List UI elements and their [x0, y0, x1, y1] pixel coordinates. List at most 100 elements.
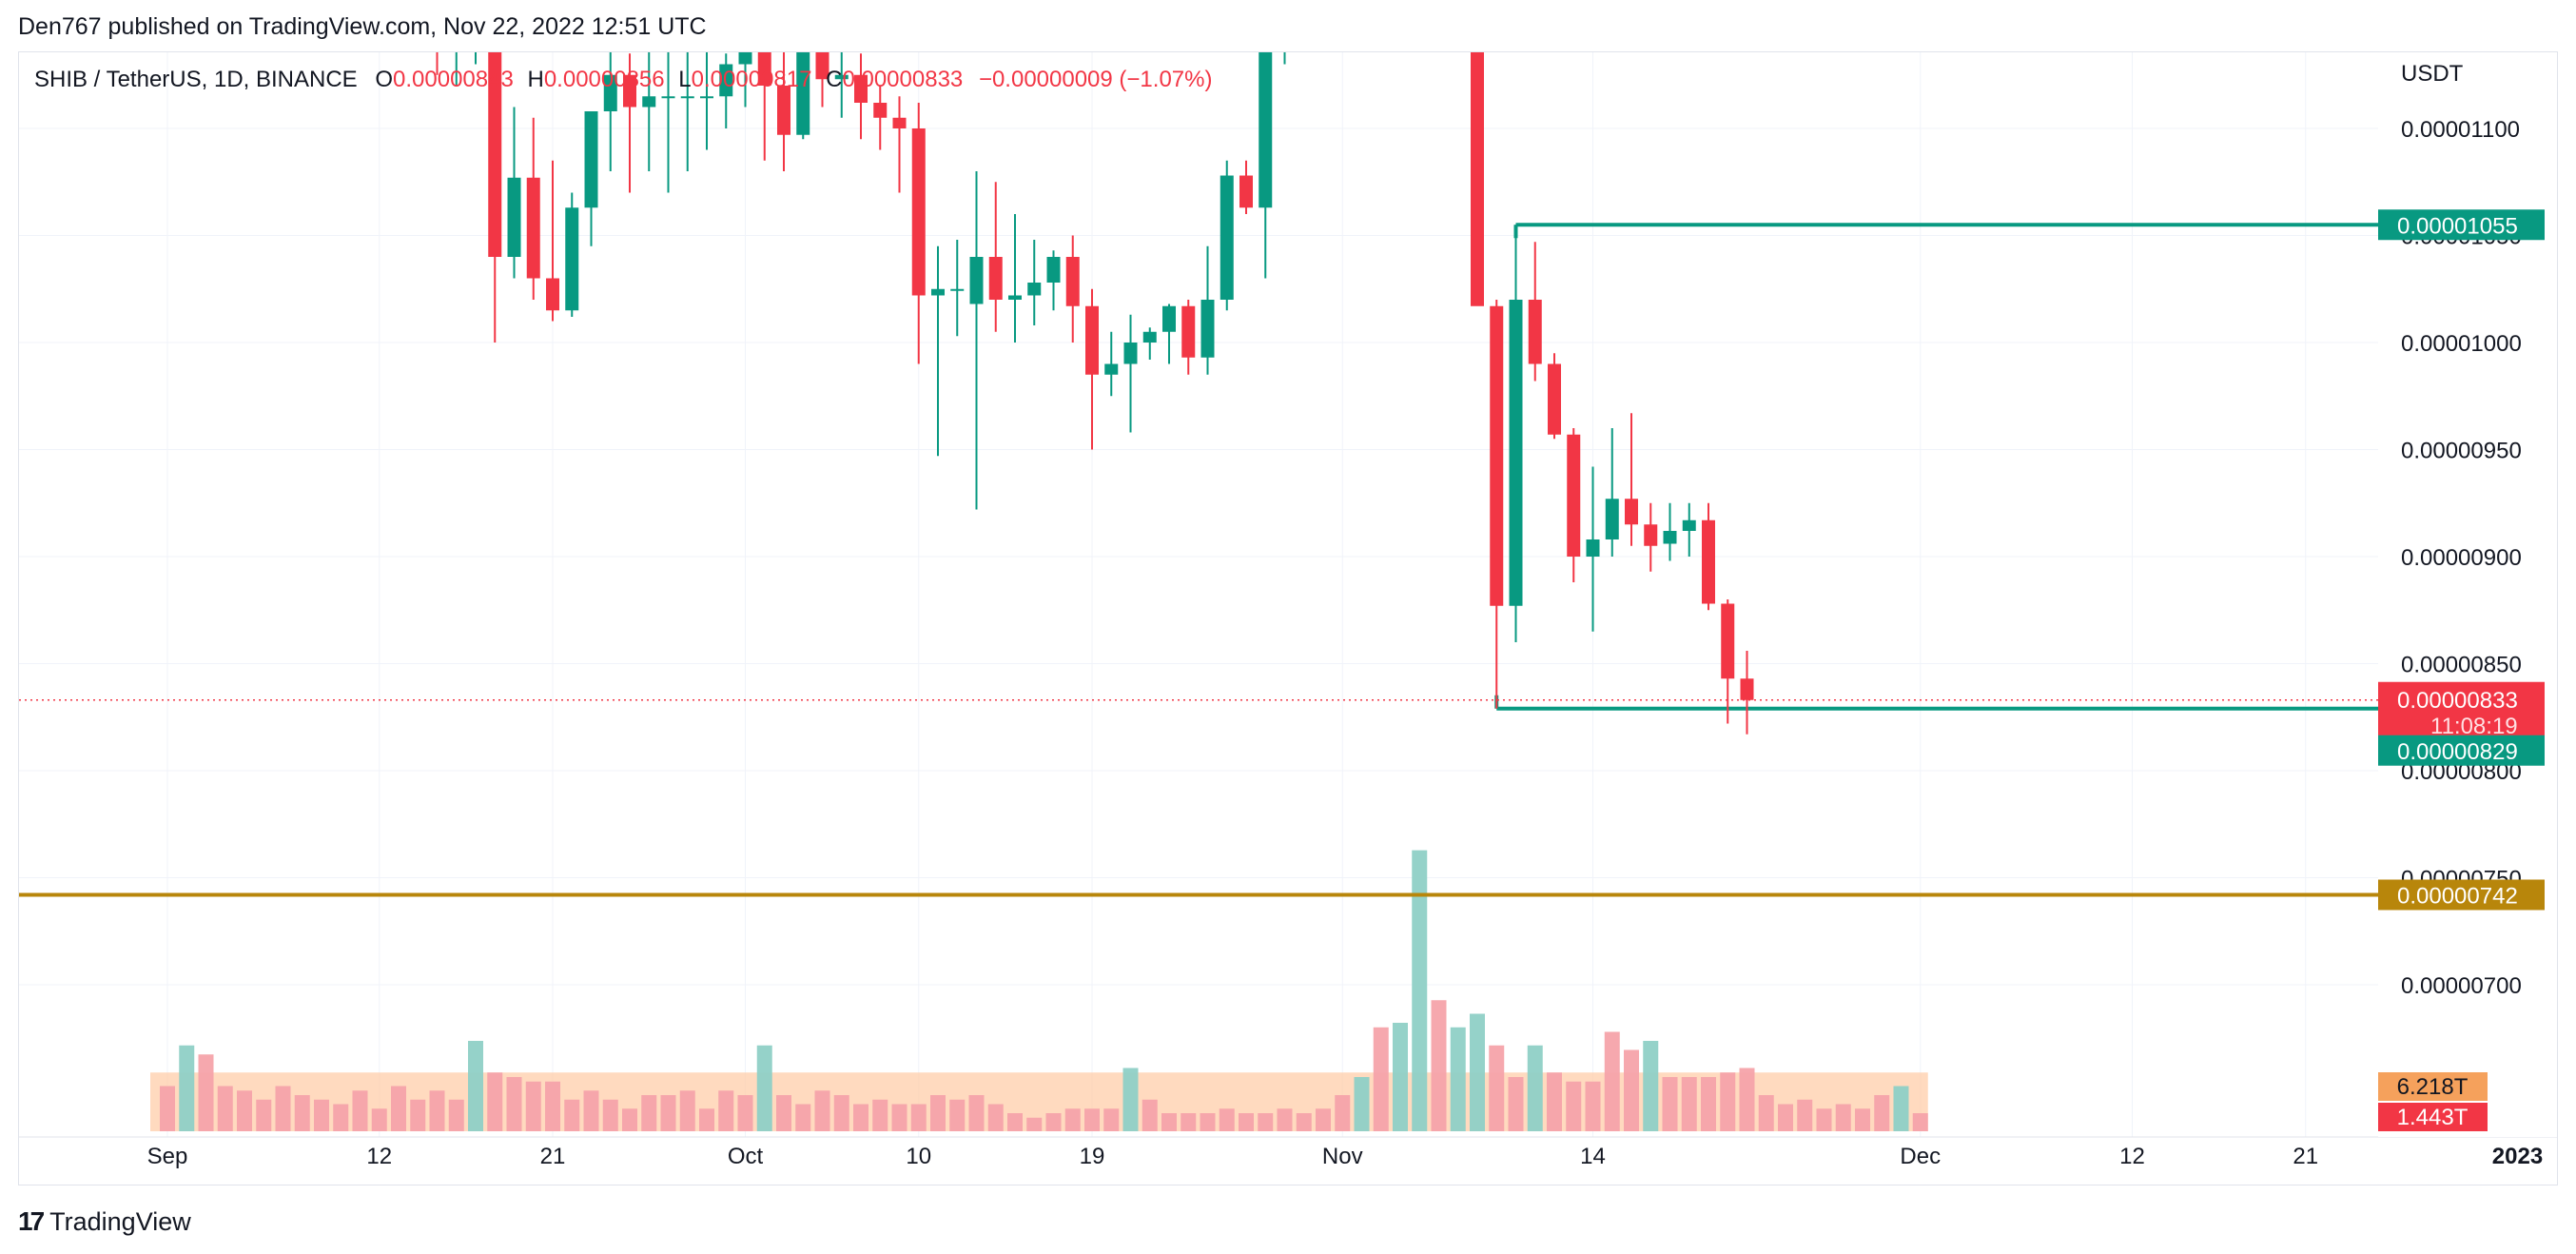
volume-bar — [1084, 1108, 1100, 1131]
volume-bar — [1103, 1108, 1120, 1131]
x-tick-label: 19 — [1080, 1144, 1105, 1169]
volume-bar — [275, 1086, 291, 1131]
candle-body — [661, 96, 675, 99]
candle-body — [796, 52, 810, 135]
volume-bar — [1758, 1095, 1774, 1131]
volume-bar — [1258, 1113, 1274, 1131]
volume-bar — [833, 1095, 849, 1131]
volume-bar — [564, 1099, 580, 1131]
candle-body — [1528, 300, 1542, 364]
x-tick-label: 12 — [366, 1144, 392, 1169]
candle-body — [603, 74, 617, 111]
volume-bar — [1142, 1099, 1158, 1131]
volume-bar — [1064, 1108, 1081, 1131]
candle-body — [623, 74, 636, 108]
volume-bar — [814, 1090, 830, 1131]
volume-bar — [1470, 1013, 1485, 1131]
x-tick-label: 21 — [540, 1144, 566, 1169]
volume-bar — [1701, 1077, 1716, 1131]
last-price-tag-bg — [2378, 681, 2545, 739]
price-chart[interactable]: USDT0.000011000.000010500.000010000.0000… — [19, 52, 2558, 1185]
volume-bar — [1200, 1113, 1216, 1131]
candle-body — [1702, 519, 1715, 604]
candle-body — [1740, 678, 1754, 700]
volume-bar — [1816, 1108, 1832, 1131]
candle-body — [1142, 331, 1157, 343]
volume-bar — [1431, 1000, 1447, 1131]
candle-body — [1490, 305, 1504, 606]
candle-body — [1682, 519, 1696, 531]
x-tick-label: 10 — [906, 1144, 931, 1169]
volume-bar — [737, 1095, 753, 1131]
candle-body — [738, 52, 752, 65]
volume-bar — [660, 1095, 676, 1131]
volume-last-label: 1.443T — [2397, 1105, 2469, 1130]
candle-body — [1548, 363, 1561, 435]
volume-bar — [679, 1090, 695, 1131]
volume-bar — [718, 1090, 734, 1131]
chart-frame[interactable]: USDT0.000011000.000010500.000010000.0000… — [18, 51, 2558, 1185]
x-tick-label: 14 — [1580, 1144, 1606, 1169]
candle-body — [834, 74, 849, 80]
candle-body — [1721, 603, 1735, 679]
price-tick-label: 0.00000900 — [2401, 545, 2522, 571]
candle-body — [1471, 52, 1484, 306]
candle-body — [1123, 343, 1138, 364]
tradingview-logo[interactable]: 17 TradingView — [18, 1206, 191, 1237]
volume-bar — [371, 1108, 387, 1131]
candle-body — [1605, 499, 1619, 539]
candle-body — [719, 64, 733, 97]
volume-ma-label-bg — [2378, 1072, 2488, 1101]
price-tick-label: 0.00001000 — [2401, 331, 2522, 357]
volume-last-label-bg — [2378, 1103, 2488, 1131]
volume-bar — [987, 1104, 1004, 1131]
resistance-price-tag: 0.00001055 — [2397, 213, 2518, 239]
x-tick-label: Oct — [728, 1144, 764, 1169]
volume-bar — [448, 1099, 464, 1131]
candle-body — [873, 103, 888, 118]
volume-bar — [1296, 1113, 1312, 1131]
volume-bar — [1219, 1108, 1235, 1131]
volume-bar — [853, 1104, 868, 1131]
candle-body — [931, 288, 945, 296]
candle-body — [642, 96, 656, 108]
price-scale-unit: USDT — [2401, 61, 2464, 87]
volume-bar — [949, 1099, 966, 1131]
volume-bar — [1547, 1072, 1562, 1131]
volume-bar — [237, 1090, 252, 1131]
candle-body — [526, 177, 540, 279]
legend-close-value: 0.00000833 — [842, 67, 964, 92]
volume-bar — [583, 1090, 599, 1131]
volume-bar — [1045, 1113, 1062, 1131]
volume-bar — [1373, 1027, 1389, 1131]
volume-bar — [198, 1054, 214, 1131]
volume-bar — [756, 1045, 772, 1131]
legend-low-value: 0.00000817 — [691, 67, 812, 92]
candle-body — [1104, 363, 1119, 375]
volume-bar — [910, 1104, 927, 1131]
volume-bar — [602, 1099, 618, 1131]
legend-high-label: H — [527, 67, 544, 92]
volume-bar — [1007, 1113, 1023, 1131]
candle-body — [1220, 175, 1234, 300]
candle-body — [1663, 531, 1677, 544]
candle-body — [1162, 305, 1176, 332]
volume-bar — [429, 1090, 445, 1131]
volume-bar — [1527, 1045, 1543, 1131]
candle-body — [815, 52, 829, 80]
volume-bar — [410, 1099, 426, 1131]
volume-bar — [333, 1104, 349, 1131]
volume-bar — [468, 1041, 483, 1131]
volume-bar — [1624, 1049, 1639, 1131]
volume-bar — [1450, 1027, 1466, 1131]
volume-bar — [1643, 1041, 1659, 1131]
level-price-tag-bg — [2378, 879, 2545, 911]
volume-bar — [1566, 1081, 1582, 1131]
candle-body — [680, 96, 694, 99]
candle-body — [1085, 305, 1099, 375]
candle-body — [950, 288, 965, 291]
candle-body — [1625, 499, 1638, 525]
volume-ma-label: 6.218T — [2397, 1074, 2469, 1100]
volume-bar — [1797, 1099, 1813, 1131]
candle-body — [1259, 52, 1273, 208]
